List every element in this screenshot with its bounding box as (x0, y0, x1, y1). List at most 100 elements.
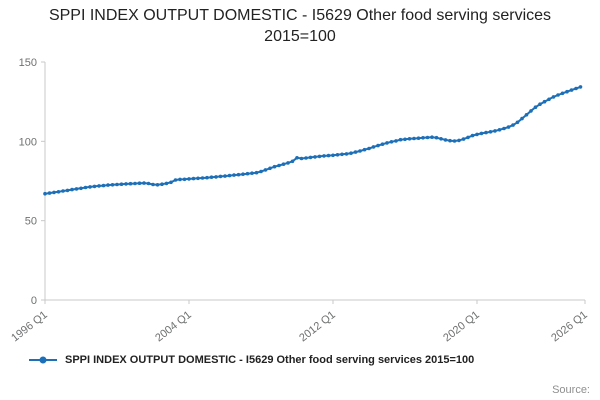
data-point-marker[interactable] (83, 185, 88, 190)
data-point-marker[interactable] (286, 161, 290, 165)
data-point-marker[interactable] (232, 173, 236, 177)
data-point-marker[interactable] (578, 85, 583, 89)
data-point-marker[interactable] (412, 136, 416, 141)
data-point-marker[interactable] (349, 151, 353, 155)
data-point-marker[interactable] (214, 175, 218, 179)
data-point-marker[interactable] (254, 170, 259, 175)
data-point-marker[interactable] (205, 175, 209, 180)
data-point-marker[interactable] (511, 123, 515, 127)
data-point-marker[interactable] (43, 191, 47, 196)
data-point-marker[interactable] (70, 187, 74, 192)
data-point-marker[interactable] (538, 102, 542, 106)
data-point-marker[interactable] (344, 152, 349, 156)
data-point-marker[interactable] (187, 177, 191, 181)
data-point-marker[interactable] (196, 176, 200, 181)
data-point-marker[interactable] (367, 146, 371, 151)
data-point-marker[interactable] (515, 120, 520, 125)
data-point-marker[interactable] (313, 155, 317, 159)
data-point-marker[interactable] (128, 181, 133, 186)
data-point-marker[interactable] (434, 135, 439, 140)
data-point-marker[interactable] (218, 174, 223, 179)
data-point-marker[interactable] (443, 138, 448, 142)
data-point-marker[interactable] (250, 171, 254, 175)
data-point-marker[interactable] (272, 164, 277, 169)
data-point-marker[interactable] (394, 139, 398, 143)
data-point-marker[interactable] (340, 152, 344, 157)
data-point-marker[interactable] (304, 156, 308, 160)
data-point-marker[interactable] (88, 185, 92, 189)
data-point-marker[interactable] (97, 184, 101, 188)
data-point-marker[interactable] (493, 129, 497, 133)
data-point-marker[interactable] (497, 128, 502, 132)
data-point-marker[interactable] (466, 135, 470, 140)
data-point-marker[interactable] (416, 136, 421, 140)
data-point-marker[interactable] (470, 133, 475, 138)
data-point-marker[interactable] (529, 109, 533, 113)
data-point-marker[interactable] (182, 177, 187, 182)
data-point-marker[interactable] (421, 136, 425, 140)
data-point-marker[interactable] (92, 184, 97, 189)
data-point-marker[interactable] (245, 171, 250, 176)
data-point-marker[interactable] (299, 156, 304, 161)
data-point-marker[interactable] (290, 159, 295, 164)
data-point-marker[interactable] (169, 180, 173, 185)
data-point-marker[interactable] (133, 181, 137, 186)
data-point-marker[interactable] (551, 95, 556, 99)
data-point-marker[interactable] (574, 86, 578, 91)
data-point-marker[interactable] (326, 153, 331, 158)
data-point-marker[interactable] (227, 173, 232, 178)
data-point-marker[interactable] (74, 187, 79, 191)
data-point-marker[interactable] (560, 91, 565, 96)
data-point-marker[interactable] (479, 131, 484, 136)
data-point-marker[interactable] (160, 182, 164, 186)
data-point-marker[interactable] (556, 93, 560, 97)
data-point-marker[interactable] (547, 97, 551, 102)
data-point-marker[interactable] (371, 145, 376, 149)
data-point-marker[interactable] (61, 189, 65, 193)
data-point-marker[interactable] (407, 137, 412, 141)
data-point-marker[interactable] (533, 105, 538, 109)
data-point-marker[interactable] (119, 182, 124, 186)
data-point-marker[interactable] (142, 181, 146, 185)
data-point-marker[interactable] (277, 163, 281, 168)
data-point-marker[interactable] (106, 183, 110, 187)
data-point-marker[interactable] (439, 137, 443, 141)
data-point-marker[interactable] (164, 181, 169, 186)
data-point-marker[interactable] (317, 154, 322, 159)
data-point-marker[interactable] (335, 153, 340, 157)
data-point-marker[interactable] (398, 137, 403, 142)
data-point-marker[interactable] (502, 126, 506, 131)
data-point-marker[interactable] (155, 183, 160, 187)
data-point-marker[interactable] (448, 138, 452, 143)
data-point-marker[interactable] (146, 181, 151, 186)
data-point-marker[interactable] (115, 182, 119, 187)
data-point-marker[interactable] (281, 162, 286, 166)
data-point-marker[interactable] (56, 190, 61, 194)
data-point-marker[interactable] (137, 181, 142, 185)
line-chart[interactable]: 0 50 100 150 1996 Q1 2004 Q1 2012 Q1 2020 Q1 202… (0, 52, 600, 344)
data-point-marker[interactable] (209, 175, 214, 179)
data-point-marker[interactable] (47, 191, 52, 195)
data-point-marker[interactable] (376, 143, 380, 148)
series-line[interactable] (44, 85, 582, 195)
data-point-marker[interactable] (151, 182, 155, 187)
data-point-marker[interactable] (506, 125, 511, 129)
data-point-marker[interactable] (542, 99, 547, 104)
data-point-marker[interactable] (308, 155, 313, 160)
data-point-marker[interactable] (101, 183, 106, 188)
data-point-marker[interactable] (178, 177, 182, 182)
data-point-marker[interactable] (358, 149, 362, 153)
data-point-marker[interactable] (403, 137, 407, 142)
data-point-marker[interactable] (259, 169, 263, 174)
data-point-marker[interactable] (268, 166, 272, 171)
data-point-marker[interactable] (223, 174, 227, 178)
data-point-marker[interactable] (236, 172, 241, 177)
data-point-marker[interactable] (569, 88, 574, 92)
data-point-marker[interactable] (124, 182, 128, 186)
data-point-marker[interactable] (52, 190, 56, 195)
data-point-marker[interactable] (65, 188, 70, 193)
data-point-marker[interactable] (520, 116, 524, 121)
data-point-marker[interactable] (452, 139, 457, 143)
data-point-marker[interactable] (200, 176, 205, 180)
data-point-marker[interactable] (484, 130, 488, 135)
